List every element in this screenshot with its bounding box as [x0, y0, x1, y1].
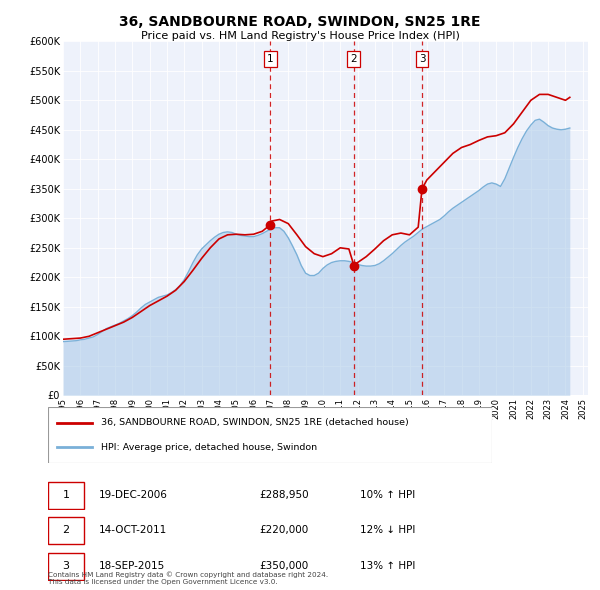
- Text: 12% ↓ HPI: 12% ↓ HPI: [361, 526, 416, 535]
- Text: 2: 2: [350, 54, 357, 64]
- Text: 1: 1: [62, 490, 70, 500]
- FancyBboxPatch shape: [48, 407, 492, 463]
- Text: 3: 3: [62, 561, 70, 571]
- Text: Contains HM Land Registry data © Crown copyright and database right 2024.
This d: Contains HM Land Registry data © Crown c…: [48, 572, 328, 585]
- Text: 19-DEC-2006: 19-DEC-2006: [98, 490, 167, 500]
- FancyBboxPatch shape: [48, 482, 84, 509]
- Text: £220,000: £220,000: [260, 526, 309, 535]
- Text: 13% ↑ HPI: 13% ↑ HPI: [361, 561, 416, 571]
- FancyBboxPatch shape: [48, 517, 84, 544]
- Text: Price paid vs. HM Land Registry's House Price Index (HPI): Price paid vs. HM Land Registry's House …: [140, 31, 460, 41]
- Text: 3: 3: [419, 54, 425, 64]
- Text: HPI: Average price, detached house, Swindon: HPI: Average price, detached house, Swin…: [101, 443, 317, 452]
- Text: 1: 1: [267, 54, 274, 64]
- Text: 10% ↑ HPI: 10% ↑ HPI: [361, 490, 416, 500]
- Text: 18-SEP-2015: 18-SEP-2015: [98, 561, 164, 571]
- Text: 36, SANDBOURNE ROAD, SWINDON, SN25 1RE: 36, SANDBOURNE ROAD, SWINDON, SN25 1RE: [119, 15, 481, 29]
- Text: £350,000: £350,000: [260, 561, 309, 571]
- Text: 2: 2: [62, 526, 70, 535]
- Text: 14-OCT-2011: 14-OCT-2011: [98, 526, 167, 535]
- Text: £288,950: £288,950: [260, 490, 310, 500]
- Text: 36, SANDBOURNE ROAD, SWINDON, SN25 1RE (detached house): 36, SANDBOURNE ROAD, SWINDON, SN25 1RE (…: [101, 418, 409, 427]
- FancyBboxPatch shape: [48, 553, 84, 579]
